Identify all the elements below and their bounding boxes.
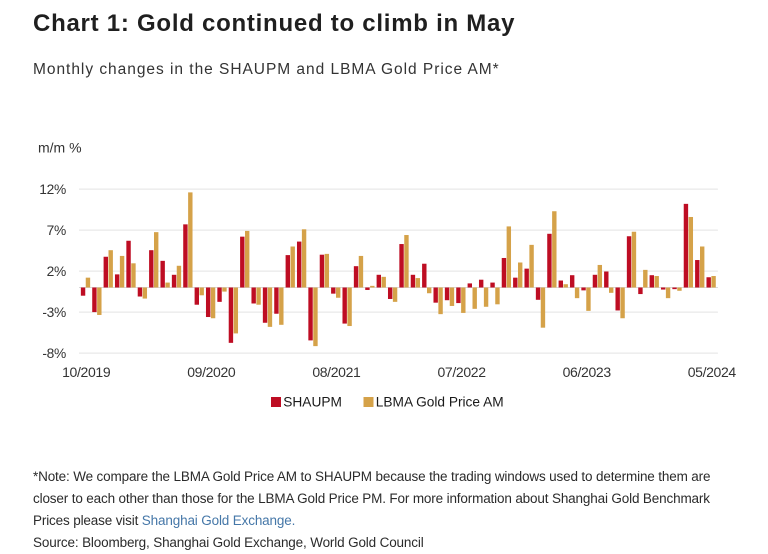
svg-text:SHAUPM: SHAUPM (283, 394, 342, 409)
svg-text:06/2023: 06/2023 (563, 364, 612, 380)
svg-text:LBMA Gold Price AM: LBMA Gold Price AM (376, 394, 504, 409)
svg-text:2%: 2% (47, 264, 66, 279)
svg-text:10/2019: 10/2019 (62, 364, 111, 380)
svg-text:m/m %: m/m % (38, 140, 82, 156)
svg-text:-8%: -8% (42, 346, 66, 361)
svg-text:05/2024: 05/2024 (688, 364, 737, 380)
svg-text:08/2021: 08/2021 (312, 364, 361, 380)
svg-text:-3%: -3% (42, 305, 66, 320)
svg-text:7%: 7% (47, 223, 66, 238)
svg-text:12%: 12% (39, 182, 66, 197)
svg-text:07/2022: 07/2022 (438, 364, 487, 380)
svg-text:09/2020: 09/2020 (187, 364, 236, 380)
